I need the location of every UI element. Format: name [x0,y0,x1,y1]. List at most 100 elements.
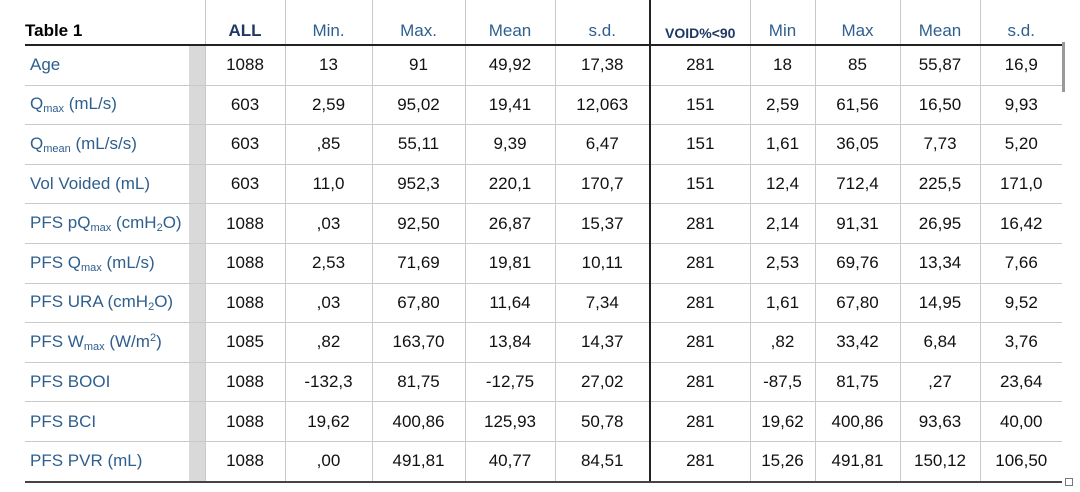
cell: 61,56 [814,85,900,126]
cell: 1088 [204,243,285,284]
label-text: PFS W [30,331,84,351]
cell: 55,87 [899,45,980,86]
table-row: PFS BCI 1088 19,62 400,86 125,93 50,78 281 19,6… [25,401,1062,442]
cell: 16,9 [979,45,1062,86]
label-text: max [83,340,105,353]
cell: 67,80 [371,283,465,324]
cell: 19,41 [464,85,555,126]
row-label: PFS URA (cmH2O) [25,283,205,324]
label-text: max [43,103,65,116]
label-text: Vol Voided (mL) [30,174,151,194]
cell: 281 [649,362,750,403]
cell: ,27 [899,362,980,403]
cell: 10,11 [554,243,650,284]
cell: 2,53 [284,243,372,284]
header-cell: Max [814,0,900,46]
cell: 281 [649,45,750,86]
cell: 220,1 [464,164,555,205]
cell: 491,81 [371,441,465,483]
cell: 163,70 [371,322,465,363]
label-text: (cmH [111,213,157,233]
cell: 33,42 [814,322,900,363]
cell: 7,66 [979,243,1062,284]
cell: 491,81 [814,441,900,483]
cell: ,03 [284,203,372,244]
cell: 12,4 [749,164,815,205]
table-row: Qmax (mL/s) 603 2,59 95,02 19,41 12,063 151 2,5… [25,85,1062,126]
cell: 281 [649,441,750,483]
cell: ,82 [749,322,815,363]
table-row: PFS BOOI 1088 -132,3 81,75 -12,75 27,02 281 -87… [25,362,1062,403]
cell: ,85 [284,124,372,165]
label-text: Q [30,133,44,153]
cell: 1088 [204,401,285,442]
table-row: Vol Voided (mL) 603 11,0 952,3 220,1 170,7 151… [25,164,1062,205]
cell: 26,87 [464,203,555,244]
cell: 81,75 [371,362,465,403]
cell: 12,063 [554,85,650,126]
row-label: PFS pQmax (cmH2O) [25,203,205,244]
cell: 2,59 [284,85,372,126]
data-table: Table 1 ALL Min. Max. Mean s.d. VOID%<90 Min Max… [25,0,1062,483]
row-label: PFS PVR (mL) [25,441,205,483]
cell: 281 [649,243,750,284]
header-cell: Mean [899,0,980,46]
cell: 9,39 [464,124,555,165]
cell: 2,59 [749,85,815,126]
cell: 281 [649,203,750,244]
cell: 2,53 [749,243,815,284]
label-text: 2 [149,331,157,344]
cell: 712,4 [814,164,900,205]
cell: 106,50 [979,441,1062,483]
cell: 11,0 [284,164,372,205]
cell: 1,61 [749,124,815,165]
header-cell: Table 1 [25,0,205,46]
cell: 40,77 [464,441,555,483]
cell: 95,02 [371,85,465,126]
header-cell: Max. [371,0,465,46]
row-label: PFS BCI [25,401,205,442]
cell: 1088 [204,362,285,403]
resize-handle [1065,478,1073,486]
cell: ,00 [284,441,372,483]
header-row: Table 1 ALL Min. Max. Mean s.d. VOID%<90 Min Max… [25,0,1062,46]
cell: 3,76 [979,322,1062,363]
cell: 1088 [204,45,285,86]
cell: 93,63 [899,401,980,442]
cell: -12,75 [464,362,555,403]
table-row: Age 1088 13 91 49,92 17,38 281 18 85 55,87 16,9 [25,45,1062,86]
header-cell: VOID%<90 [649,0,750,46]
cell: 151 [649,164,750,205]
row-label: Age [25,45,205,86]
cell: 16,42 [979,203,1062,244]
table-row: PFS Wmax (W/m2) 1085,82 163,70 13,84 14,37 28… [25,322,1062,363]
cell: 13,84 [464,322,555,363]
label-text: PFS PVR (mL) [30,451,143,471]
cell: 55,11 [371,124,465,165]
row-label: PFS Wmax (W/m2) [25,322,205,363]
cell: 13 [284,45,372,86]
cell: 170,7 [554,164,650,205]
cell: 1088 [204,441,285,483]
cell: 1,61 [749,283,815,324]
cell: 71,69 [371,243,465,284]
label-text: max [81,261,102,274]
cell: 15,37 [554,203,650,244]
cell: 6,84 [899,322,980,363]
cell: 171,0 [979,164,1062,205]
cell: 91 [371,45,465,86]
cell: 225,5 [899,164,980,205]
label-text: PFS URA (cmH [30,292,149,312]
row-label: PFS Qmax (mL/s) [25,243,205,284]
header-cell: Mean [464,0,555,46]
label-text: O) [162,213,182,233]
cell: 91,31 [814,203,900,244]
row-label: Qmax (mL/s) [25,85,205,126]
label-text: O) [154,292,174,312]
row-label: PFS BOOI [25,362,205,403]
cell: 26,95 [899,203,980,244]
cell: 15,26 [749,441,815,483]
header-cell: s.d. [979,0,1062,46]
cell: 603 [204,124,285,165]
